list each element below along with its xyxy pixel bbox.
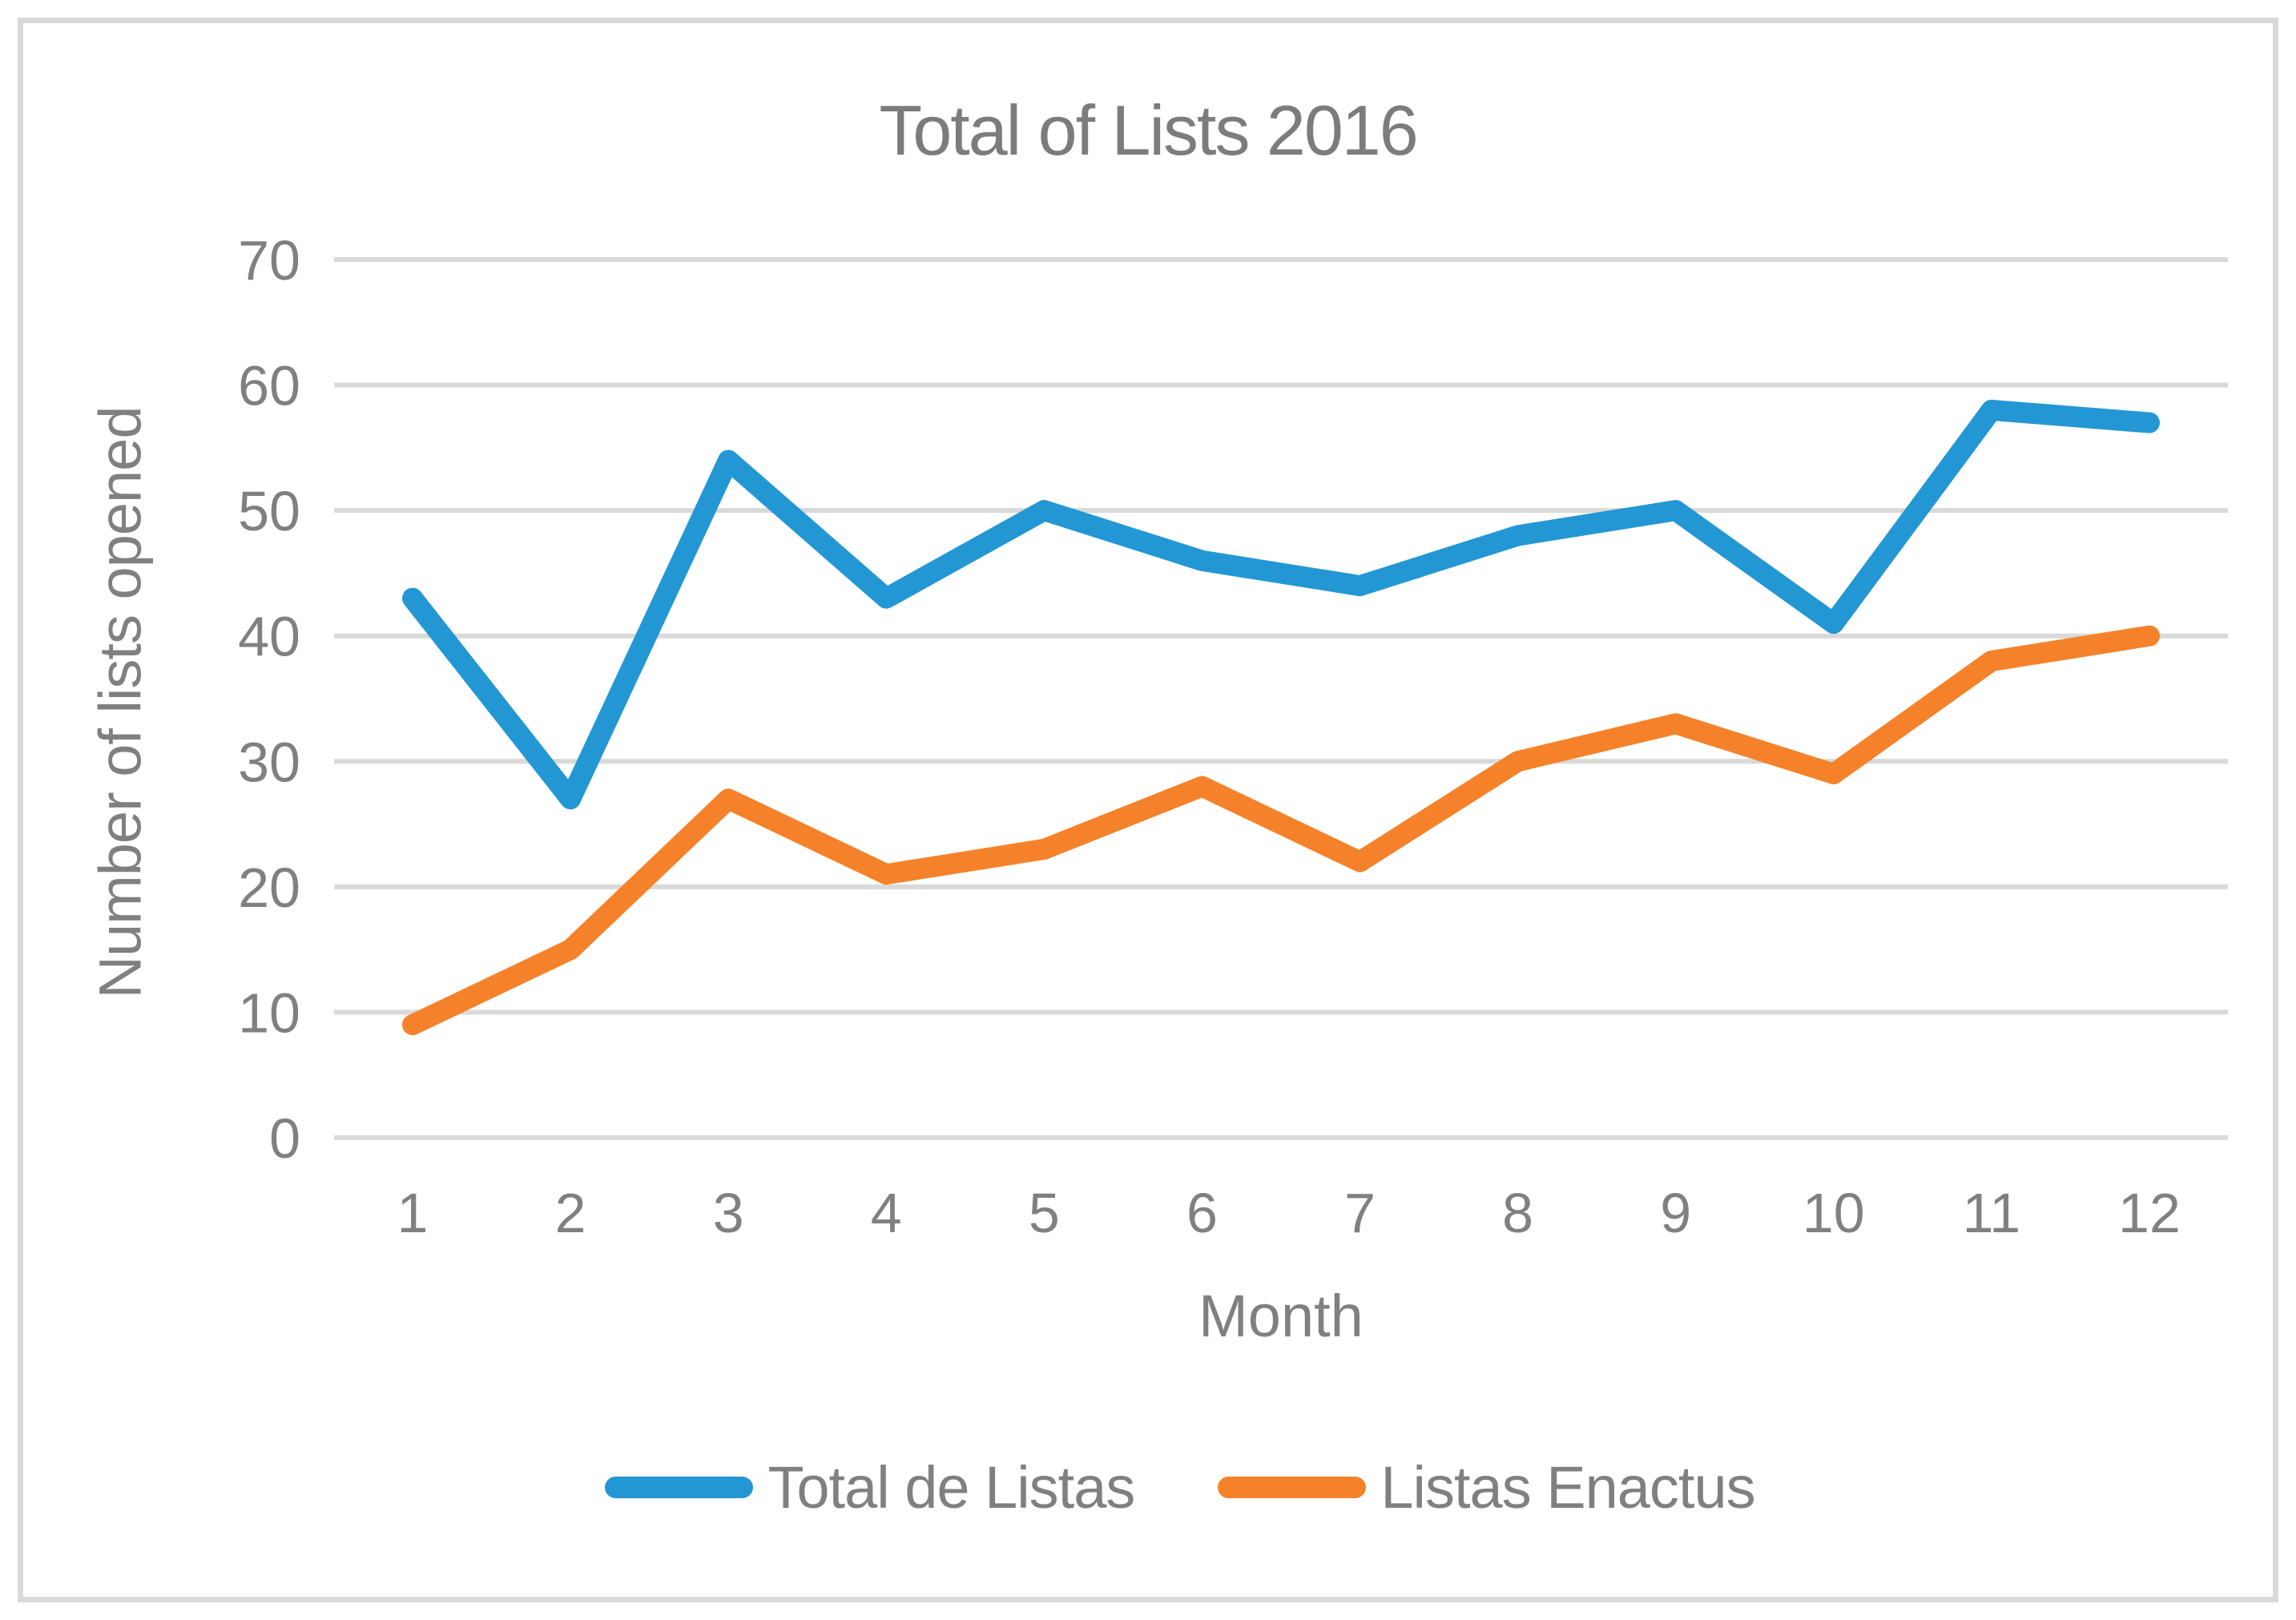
x-tick-label-2: 2 [555,1182,586,1244]
x-tick-label-6: 6 [1186,1182,1218,1244]
legend-item-total-de-listas: Total de Listas [605,1454,1135,1521]
y-tick-label-50: 50 [238,480,300,542]
legend-label-listas-enactus: Listas Enactus [1380,1454,1755,1521]
series-line-0 [402,399,2160,810]
x-tick-label-7: 7 [1344,1182,1376,1244]
chart-title: Total of Lists 2016 [879,91,1418,170]
x-tick-label-11: 11 [1963,1182,2021,1244]
legend-label-total-de-listas: Total de Listas [767,1454,1135,1521]
y-tick-label-0: 0 [269,1107,300,1170]
x-tick-label-10: 10 [1803,1182,1865,1244]
y-tick-label-10: 10 [238,981,300,1044]
x-tick-label-1: 1 [397,1182,429,1244]
legend-swatch-listas-enactus-icon [1218,1477,1367,1499]
y-tick-label-20: 20 [238,856,300,919]
x-tick-label-9: 9 [1660,1182,1691,1244]
legend: Total de Listas Listas Enactus [64,1455,2296,1520]
x-tick-label-3: 3 [713,1182,744,1244]
y-tick-label-70: 70 [238,229,300,292]
y-tick-label-40: 40 [238,606,300,668]
x-axis-title: Month [1198,1283,1364,1349]
x-tick-label-8: 8 [1502,1182,1533,1244]
y-tick-label-30: 30 [238,731,300,793]
x-tick-label-12: 12 [2118,1182,2181,1244]
x-tick-label-5: 5 [1029,1182,1060,1244]
x-tick-label-4: 4 [871,1182,902,1244]
y-tick-label-60: 60 [238,355,300,417]
legend-item-listas-enactus: Listas Enactus [1218,1454,1756,1521]
series-line-1 [402,625,2160,1036]
legend-swatch-total-de-listas-icon [605,1477,754,1499]
